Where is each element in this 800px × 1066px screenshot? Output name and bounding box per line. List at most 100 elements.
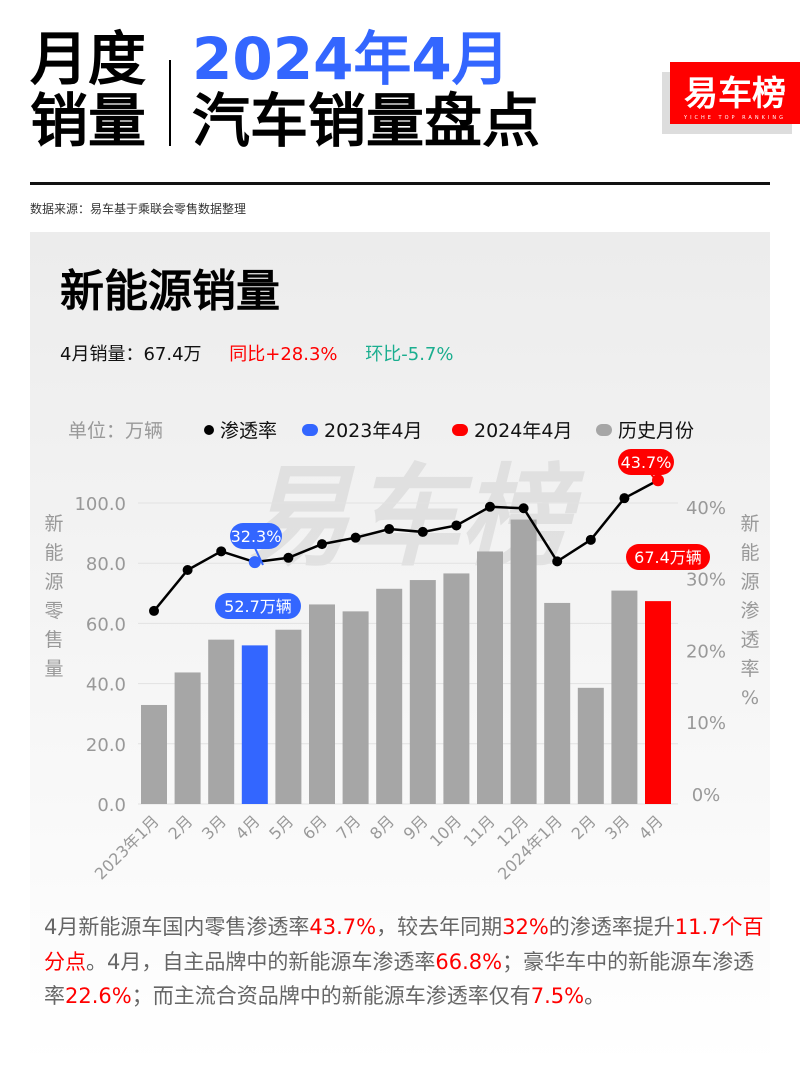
y-tick-right: 30%	[686, 570, 726, 591]
logo: 易车榜 YICHE TOP RANKING	[670, 62, 800, 124]
sales-value: 4月销量：67.4万	[60, 344, 202, 365]
bar	[275, 629, 302, 804]
legend-marker	[452, 424, 468, 436]
y-tick-left: 40.0	[86, 675, 126, 696]
blue-pct-label-bg	[230, 523, 282, 549]
y-tick-left: 100.0	[74, 494, 126, 515]
y-axis-title-right-char: 能	[740, 542, 759, 564]
y-axis-title-left-char: 零	[44, 600, 63, 622]
y-axis-title-left-char: 新	[44, 513, 63, 535]
paragraph-text: 。	[584, 984, 606, 1008]
bar	[376, 588, 403, 804]
bar	[342, 611, 369, 804]
red-pct-label-bg	[618, 449, 674, 475]
bar	[477, 551, 503, 804]
title-left: 月度销量	[30, 25, 147, 155]
y-tick-left: 20.0	[86, 735, 126, 756]
line-point	[417, 526, 428, 537]
paragraph-text: 的渗透率提升	[548, 915, 675, 939]
x-tick-label: 4月	[635, 811, 667, 843]
highlight-text: 66.8%	[435, 949, 503, 974]
line-point	[384, 524, 395, 535]
title-main: 汽车销量盘点	[192, 87, 541, 155]
paragraph-text: 。4月，自主品牌中的新能源车渗透率	[86, 949, 436, 974]
y-axis-title-right-char: 渗	[740, 600, 759, 622]
y-axis-title-right-char: 透	[740, 629, 759, 651]
x-tick-label: 4月	[232, 811, 264, 843]
y-axis-title-left-char: 源	[44, 571, 63, 593]
divider	[30, 182, 770, 185]
y-tick-left: 80.0	[86, 554, 126, 575]
paragraph-text: ；豪华车中的新能源车渗透率	[44, 949, 755, 1009]
paragraph-text: ；而主流合资品牌中的新能源车渗透率仅有	[131, 984, 531, 1008]
highlight-text: 43.7%	[309, 915, 377, 939]
red-sales-label: 67.4万辆	[634, 548, 702, 567]
logo-subtext: YICHE TOP RANKING	[684, 114, 786, 121]
legend-marker	[596, 424, 612, 436]
line-point	[552, 556, 563, 567]
bar	[208, 639, 235, 804]
y-axis-title-right-char: 率	[740, 658, 759, 680]
bar	[443, 573, 470, 804]
bar	[510, 519, 537, 804]
highlight-text: 32%	[502, 915, 549, 939]
line-point	[283, 552, 294, 563]
section-stats: 4月销量：67.4万 同比+28.3% 环比-5.7%	[60, 340, 476, 366]
y-tick-right: 0%	[692, 785, 721, 806]
line-point	[619, 493, 630, 504]
bar	[645, 601, 671, 804]
y-tick-right: 40%	[686, 498, 726, 519]
legend-marker	[204, 425, 214, 435]
paragraph-text: 4月新能源车国内零售渗透率	[44, 915, 310, 939]
y-tick-left: 0.0	[97, 795, 126, 816]
bar	[544, 602, 571, 804]
x-tick-label: 5月	[265, 811, 297, 843]
highlight-text: 7.5%	[530, 984, 585, 1008]
y-axis-title-left-char: 量	[44, 658, 63, 680]
y-tick-right: 20%	[686, 641, 726, 662]
summary-paragraph: 4月新能源车国内零售渗透率43.7%，较去年同期32%的渗透率提升11.7个百分…	[44, 910, 764, 1014]
bar	[611, 590, 638, 804]
line-point	[518, 503, 529, 514]
legend-label: 2024年4月	[474, 420, 572, 442]
y-tick-left: 60.0	[86, 614, 126, 635]
data-source: 数据来源：易车基于乘联会零售数据整理	[30, 202, 247, 216]
line-point	[451, 520, 462, 531]
bar	[141, 704, 167, 804]
line-point	[485, 501, 495, 512]
highlight-text: 11.7个百分点	[44, 915, 764, 974]
line-point	[585, 534, 596, 545]
legend-marker	[302, 424, 318, 436]
red-pct-label: 43.7%	[621, 453, 672, 472]
blue-sales-label-bg	[215, 593, 301, 619]
bar	[409, 580, 436, 804]
legend-label: 渗透率	[220, 420, 277, 442]
unit-label: 单位：万辆	[68, 420, 163, 442]
x-tick-label: 10月	[426, 811, 465, 850]
x-tick-label: 2月	[568, 811, 600, 843]
paragraph-text: ，较去年同期	[376, 915, 503, 939]
y-axis-title-right-char: %	[741, 687, 759, 709]
line-point	[149, 605, 159, 616]
line-point	[182, 564, 193, 575]
bar	[174, 672, 201, 804]
y-axis-title-left-char: 售	[44, 629, 63, 651]
y-axis-title-right-char: 源	[740, 571, 759, 593]
line-point	[652, 474, 664, 487]
x-tick-label: 11月	[460, 811, 499, 850]
y-axis-title-left-char: 能	[44, 542, 63, 564]
line-point	[317, 539, 327, 550]
blue-sales-label: 52.7万辆	[224, 597, 292, 616]
line-point	[216, 546, 227, 557]
penetration-line	[153, 479, 659, 612]
x-tick-label: 2月	[164, 811, 196, 843]
x-tick-label: 8月	[366, 811, 398, 843]
x-tick-label: 3月	[601, 811, 633, 843]
title-divider	[169, 60, 171, 146]
line-point	[350, 532, 361, 543]
chart: 易车榜0.020.040.060.080.0100.00%10%20%30%40…	[44, 420, 759, 883]
logo-text: 易车榜	[684, 73, 786, 114]
y-axis-title-right-char: 新	[740, 513, 759, 535]
x-tick-label: 6月	[299, 811, 331, 843]
x-tick-label: 3月	[198, 811, 230, 843]
